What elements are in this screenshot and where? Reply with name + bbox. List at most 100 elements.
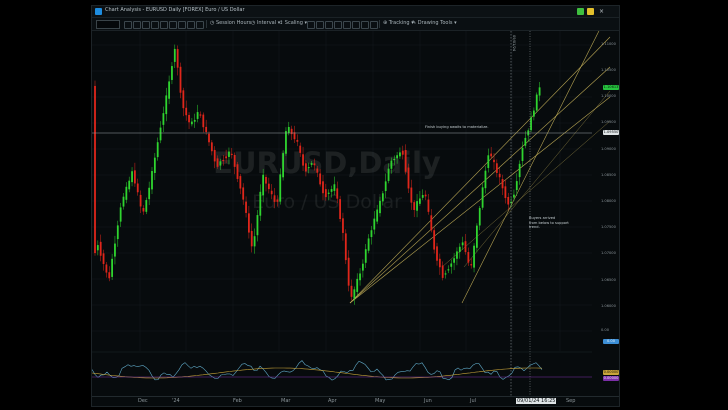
template-icon[interactable] (325, 21, 333, 29)
time-label: '24 (172, 398, 180, 404)
trend-channel[interactable] (349, 31, 611, 304)
close-icon[interactable]: × (598, 8, 605, 15)
candle-body (225, 156, 227, 159)
vertical-line-label: 09/01/24 (512, 35, 516, 52)
layers-icon[interactable] (178, 21, 186, 29)
session-hours-button[interactable]: ◷ Session Hours (210, 20, 252, 26)
candle-body (364, 249, 367, 263)
link-icon[interactable] (160, 21, 168, 29)
refresh-icon[interactable] (196, 21, 204, 29)
candle-body (256, 215, 259, 236)
candle-body (444, 273, 447, 275)
candle-body (99, 241, 102, 256)
annotation-bottom: Buyers arrived from below to support tre… (529, 216, 569, 230)
maximize-dot-icon[interactable] (587, 8, 594, 15)
cursor-icon[interactable] (124, 21, 132, 29)
price-label: 1.07000 (601, 251, 616, 255)
price-label: 1.10500 (601, 68, 616, 72)
candle-body (122, 196, 125, 207)
candle-body (285, 131, 287, 154)
symbol-input[interactable] (96, 20, 120, 29)
candle-body (282, 153, 284, 178)
pan-icon[interactable] (151, 21, 159, 29)
candle-body (533, 110, 535, 117)
snapshot-icon[interactable] (361, 21, 369, 29)
interval-button[interactable]: ◷ Interval ▾ (251, 20, 281, 26)
candle-body (481, 187, 484, 208)
price-label: 1.06500 (601, 278, 616, 282)
minimize-dot-icon[interactable] (577, 8, 584, 15)
candle-body (114, 243, 116, 257)
candle-body (342, 218, 344, 233)
candle-body (139, 194, 142, 207)
candle-body (413, 202, 416, 210)
candle-body (436, 246, 438, 261)
candle-body (327, 192, 330, 194)
crosshair-price-tag: 1.09550 (603, 130, 619, 135)
price-label: 1.09000 (601, 147, 616, 151)
window-title: Chart Analysis - EURUSD Daily [FOREX] Eu… (105, 7, 245, 13)
candle-body (538, 87, 541, 96)
candle-body (173, 48, 176, 62)
bars-icon[interactable] (169, 21, 177, 29)
candle-body (102, 253, 105, 264)
channel-line (463, 90, 611, 268)
compare-icon[interactable] (334, 21, 342, 29)
annotation-bottom-line-2: from below to support (529, 220, 569, 225)
price-chart[interactable]: EURUSD,Daily Euro / US Dollar 09/01/24 (92, 31, 619, 397)
zoom-icon[interactable] (133, 21, 141, 29)
undo-icon[interactable] (370, 21, 378, 29)
chart-type-icon[interactable] (307, 21, 315, 29)
oscillator-pane (92, 360, 592, 381)
candle-body (316, 168, 319, 173)
grid-icon[interactable] (343, 21, 351, 29)
candle-body (470, 264, 473, 266)
candle-body (159, 127, 162, 141)
candle-body (396, 155, 398, 159)
scaling-button[interactable]: ↕ Scaling ▾ (279, 20, 307, 26)
drawing-tools-button[interactable]: ✎ Drawing Tools ▾ (412, 20, 457, 26)
oscillator-line (92, 360, 543, 381)
alert-icon[interactable] (352, 21, 360, 29)
candle-body (399, 152, 401, 157)
candle-body (279, 174, 282, 202)
settings-icon[interactable] (187, 21, 195, 29)
chart-grid (92, 31, 592, 351)
candle-body (407, 167, 410, 189)
title-bar: Chart Analysis - EURUSD Daily [FOREX] Eu… (92, 6, 619, 18)
tracking-button[interactable]: ⊕ Tracking ▾ (383, 20, 414, 26)
channel-line (461, 31, 600, 304)
candle-body (370, 230, 373, 238)
candle-body (230, 153, 233, 155)
candle-body (493, 159, 495, 163)
candle-body (108, 272, 111, 279)
candle-body (438, 258, 441, 268)
candle-body (524, 137, 527, 146)
candle-body (376, 209, 379, 222)
candle-body (307, 167, 310, 169)
crosshair-icon[interactable] (142, 21, 150, 29)
candle-body (513, 194, 515, 198)
session-hours-label: Session Hours (215, 20, 252, 26)
indicator-icon[interactable] (316, 21, 324, 29)
candle-body (165, 95, 168, 115)
watermark-symbol: EURUSD,Daily (213, 146, 441, 180)
candle-body (430, 215, 433, 231)
candle-body (94, 85, 96, 254)
candle-body (145, 200, 148, 212)
time-axis[interactable]: Dec '24 Feb Mar Apr May Jun Jul 09/01/24… (92, 396, 619, 406)
annotation-bottom-line-1: Buyers arrived (529, 216, 556, 220)
candle-body (530, 117, 532, 131)
candle-body (302, 154, 304, 166)
annotation-bottom-line-3: trend. (529, 225, 540, 230)
candle-body (359, 273, 361, 281)
candle-body (125, 186, 128, 200)
candle-body (222, 159, 225, 162)
interval-label: Interval (256, 20, 277, 26)
candle-body (299, 145, 302, 153)
time-label: Mar (281, 398, 291, 404)
candle-body (495, 163, 498, 173)
price-label: 1.07500 (601, 225, 616, 229)
candle-body (168, 81, 170, 99)
candle-body (333, 184, 336, 191)
